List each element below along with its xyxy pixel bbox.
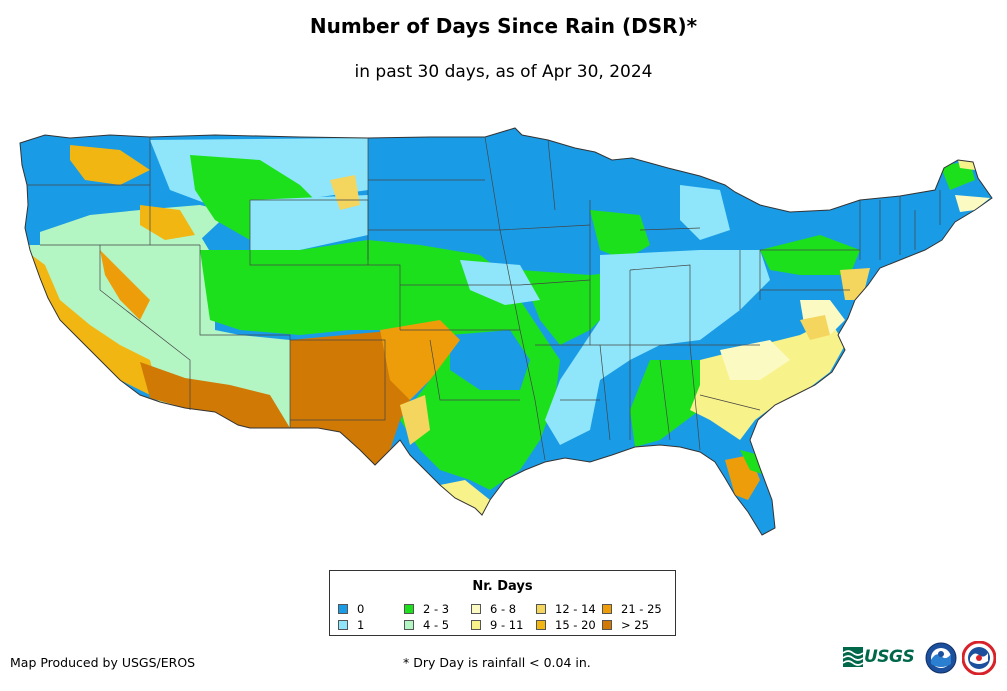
region-dsr-1-mi xyxy=(680,185,730,240)
map-title: Number of Days Since Rain (DSR)* xyxy=(309,14,698,38)
region-dsr-2-3-central xyxy=(200,240,560,490)
region-dsr-15-20-id xyxy=(140,205,195,240)
region-dsr-1-ne xyxy=(460,260,540,305)
legend-item: 15 - 20 xyxy=(536,617,596,632)
legend-label: 15 - 20 xyxy=(555,617,596,632)
region-dsr-9-11-tx xyxy=(440,480,490,515)
legend-item: 21 - 25 xyxy=(602,601,662,616)
us-dsr-map xyxy=(19,127,993,536)
legend-swatch xyxy=(536,619,546,630)
region-dsr-gt25-az xyxy=(140,362,290,428)
us-outline xyxy=(19,127,993,536)
region-dsr-0-ok xyxy=(450,330,530,390)
legend-swatch xyxy=(471,619,481,630)
nws-logo-icon xyxy=(962,641,996,675)
legend-label: 21 - 25 xyxy=(621,601,662,616)
map-credit: Map Produced by USGS/EROS xyxy=(10,655,196,670)
region-dsr-9-11-me xyxy=(958,160,975,170)
dry-day-footnote: * Dry Day is rainfall < 0.04 in. xyxy=(403,655,591,670)
legend-item: 0 xyxy=(338,601,365,616)
legend-item: 1 xyxy=(338,617,365,632)
legend-item: 2 - 3 xyxy=(404,601,450,616)
region-dsr-15-20-ca xyxy=(25,250,160,400)
legend-label: 12 - 14 xyxy=(555,601,596,616)
legend-item: 12 - 14 xyxy=(536,601,596,616)
legend-title: Nr. Days xyxy=(472,579,533,594)
legend-label: 2 - 3 xyxy=(423,601,450,616)
region-dsr-2-3-me xyxy=(940,162,975,190)
legend-swatch xyxy=(404,603,414,614)
region-dsr-15-20-or xyxy=(70,145,150,185)
region-dsr-12-14-wy xyxy=(330,175,360,210)
region-dsr-6-8-me xyxy=(955,195,990,212)
usgs-wave-icon xyxy=(843,647,863,667)
region-dsr-1-ohio-valley xyxy=(545,250,770,445)
legend-item: 4 - 5 xyxy=(404,617,450,632)
legend-swatch xyxy=(602,603,612,614)
legend: Nr. Days 0 1 2 - 3 4 - 5 6 - 8 9 - 11 12… xyxy=(329,570,676,636)
legend-label: 4 - 5 xyxy=(423,617,450,632)
region-dsr-2-3-ny xyxy=(760,235,860,275)
region-dsr-2-3-al xyxy=(630,360,700,447)
legend-item: > 25 xyxy=(602,617,649,632)
region-dsr-12-14-nj xyxy=(840,268,870,300)
legend-swatch xyxy=(338,603,348,614)
region-dsr-12-14-va xyxy=(800,315,830,340)
region-dsr-1-wy xyxy=(250,195,368,250)
region-dsr-2-3-wi xyxy=(590,210,650,260)
region-dsr-21-25-tx xyxy=(380,320,460,400)
legend-swatch xyxy=(404,619,414,630)
legend-item: 9 - 11 xyxy=(471,617,524,632)
usgs-wordmark: USGS xyxy=(864,647,915,667)
legend-label: 1 xyxy=(357,617,365,632)
legend-label: 0 xyxy=(357,601,365,616)
region-dsr-6-8-sc xyxy=(720,340,790,380)
region-dsr-9-11-se xyxy=(690,320,845,440)
state-boundaries xyxy=(27,136,941,461)
map-subtitle: in past 30 days, as of Apr 30, 2024 xyxy=(354,62,653,82)
region-dsr-12-14-tx xyxy=(400,395,430,445)
usgs-logo: USGS xyxy=(843,644,919,670)
legend-swatch xyxy=(338,619,348,630)
region-dsr-21-25-nv xyxy=(100,250,150,320)
region-dsr-4-5 xyxy=(28,235,290,428)
legend-item: 6 - 8 xyxy=(471,601,517,616)
legend-label: > 25 xyxy=(621,617,649,632)
legend-swatch xyxy=(471,603,481,614)
legend-label: 6 - 8 xyxy=(490,601,517,616)
legend-label: 9 - 11 xyxy=(490,617,524,632)
legend-swatch xyxy=(602,619,612,630)
legend-swatch xyxy=(536,603,546,614)
noaa-logo-icon xyxy=(925,642,957,674)
